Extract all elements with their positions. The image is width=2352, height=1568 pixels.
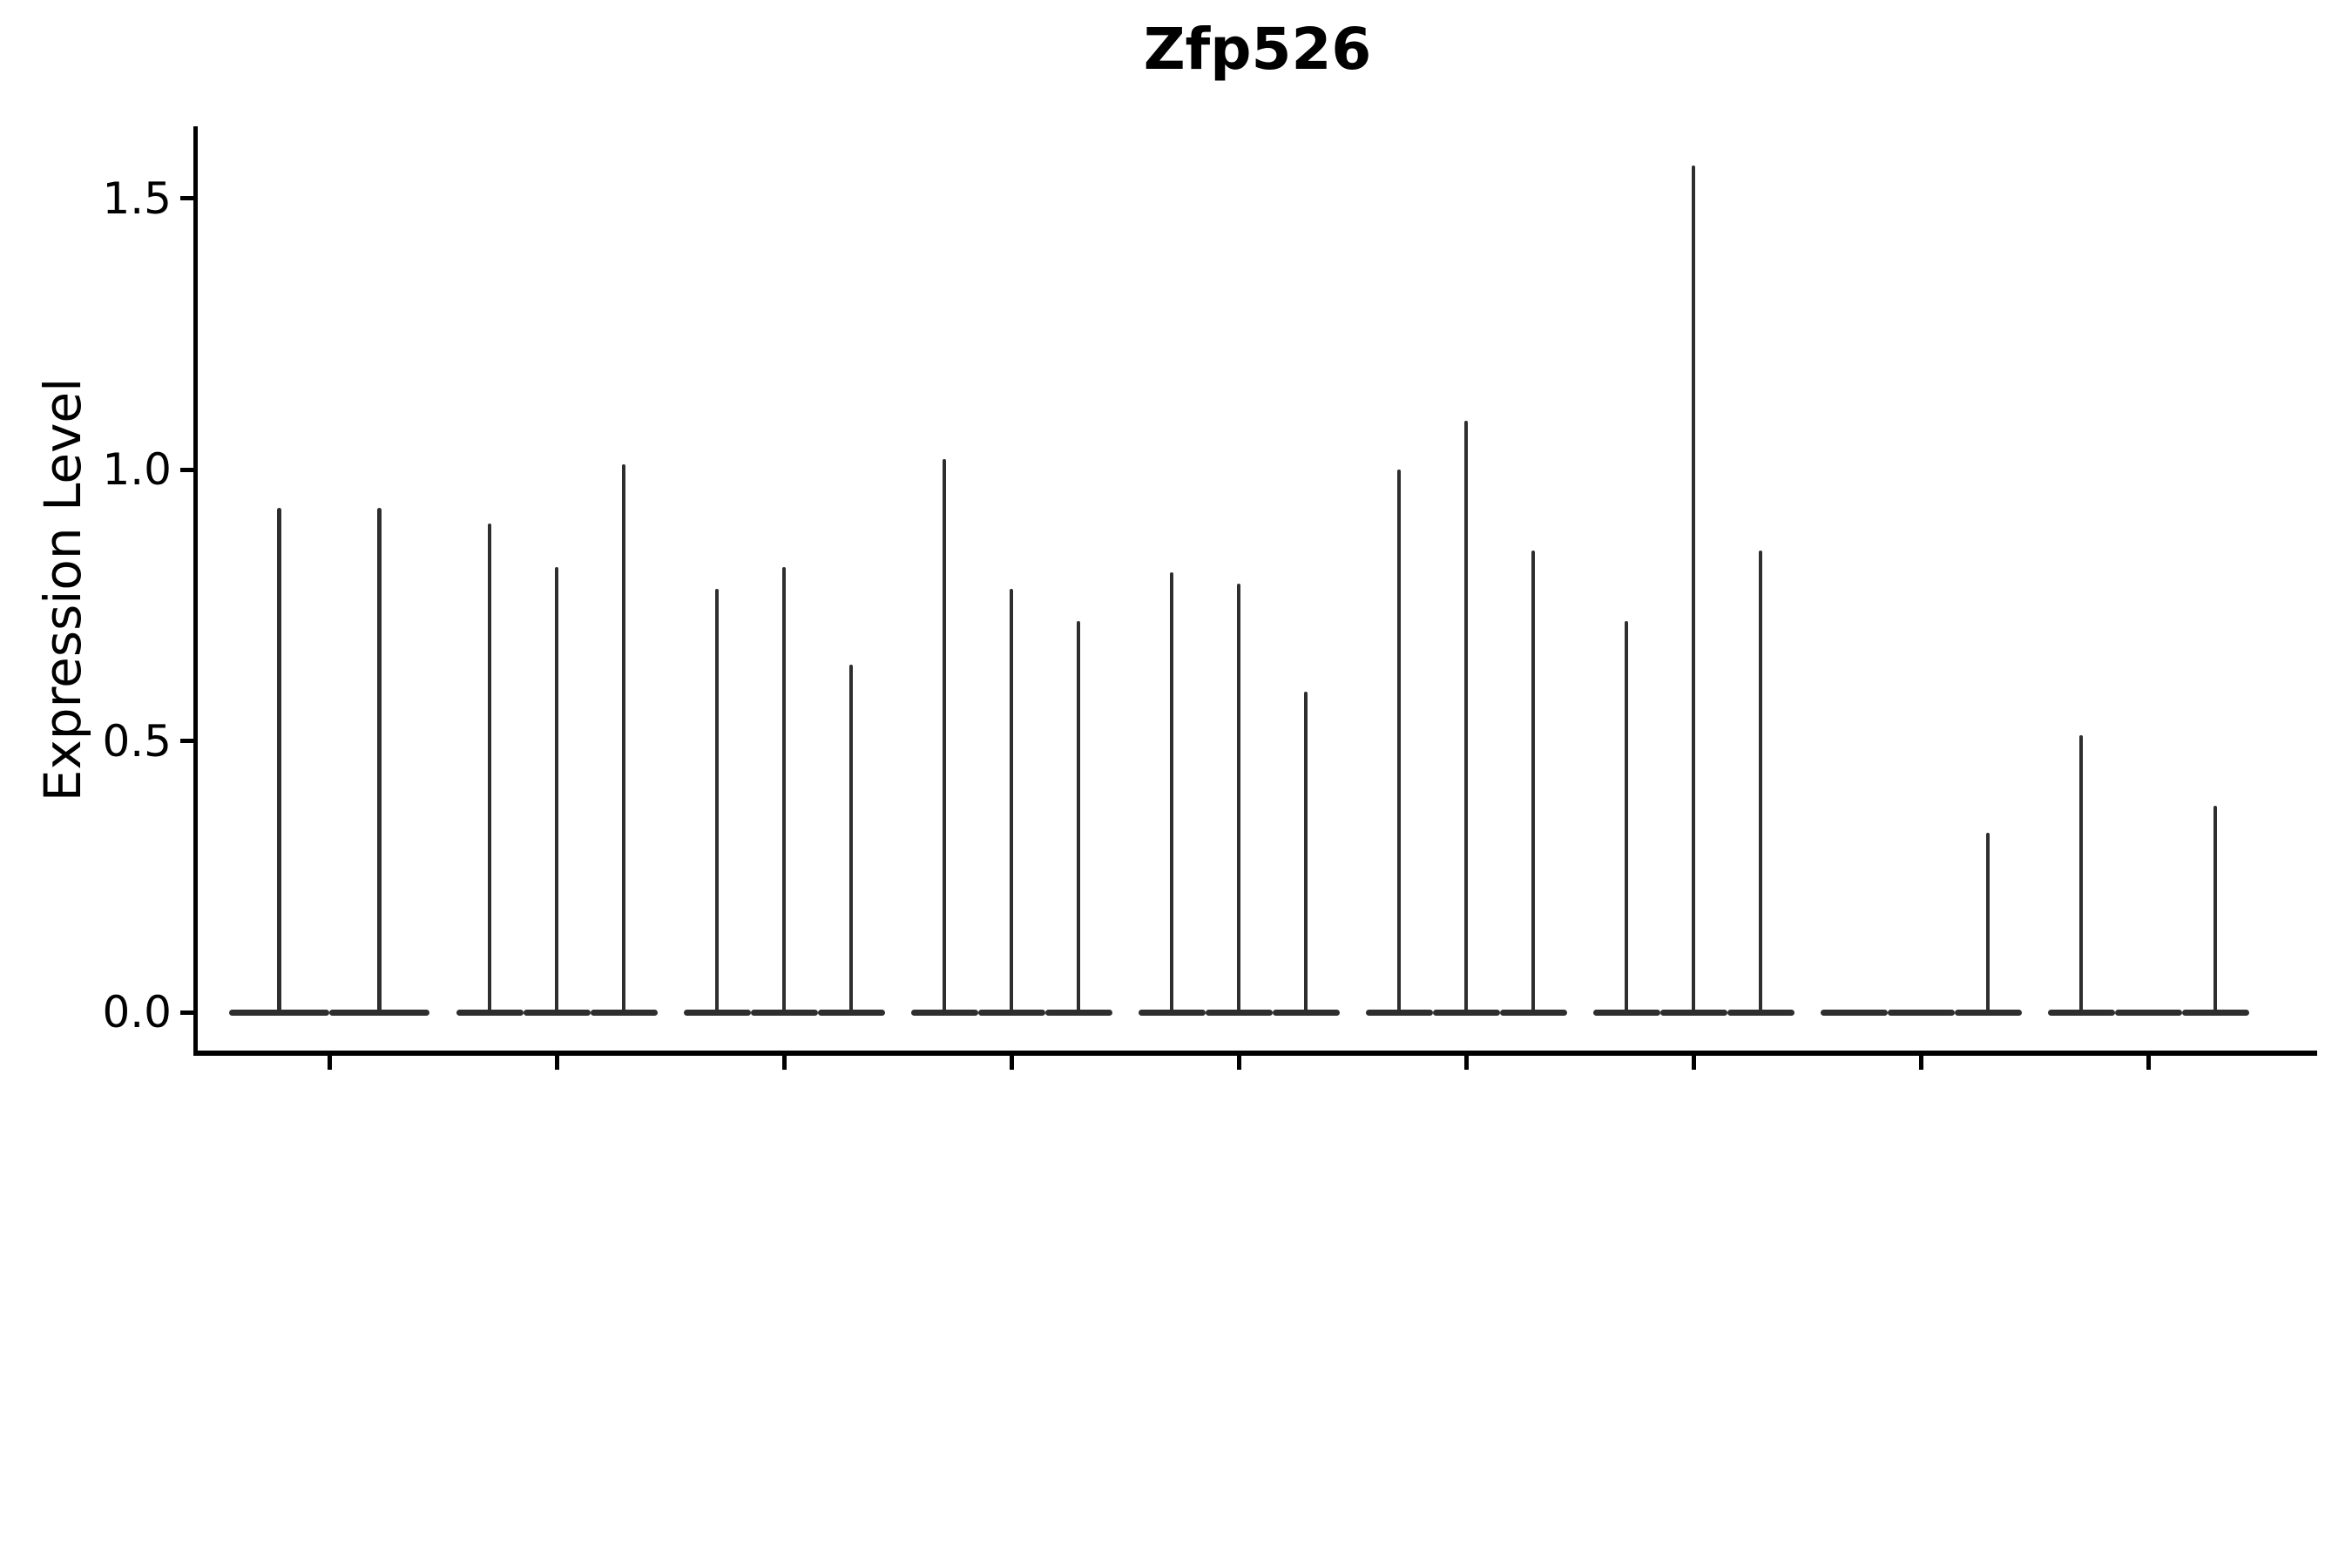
violin-base	[1592, 1009, 1660, 1016]
x-tick-mark	[1691, 1056, 1696, 1070]
violin-max-spike	[1691, 166, 1696, 1012]
y-tick-mark	[180, 739, 193, 743]
violin-max-spike	[1985, 833, 1990, 1012]
y-tick-mark	[180, 467, 193, 472]
y-tick-label: 0.0	[102, 987, 172, 1037]
violin-max-spike	[377, 507, 382, 1012]
violin-base	[1499, 1009, 1567, 1016]
violin-max-spike	[1236, 583, 1241, 1012]
violin-base	[1272, 1009, 1340, 1016]
x-tick-mark	[554, 1056, 559, 1070]
violin-base	[2181, 1009, 2249, 1016]
violin-base	[1659, 1009, 1727, 1016]
violin-max-spike	[714, 589, 720, 1012]
violin-max-spike	[621, 463, 626, 1012]
violin-base	[817, 1009, 885, 1016]
x-tick-mark	[1009, 1056, 1014, 1070]
violin-base	[523, 1009, 591, 1016]
x-tick-mark	[1918, 1056, 1923, 1070]
x-axis-spine	[193, 1051, 2317, 1056]
violin-max-spike	[1463, 420, 1469, 1012]
x-tick-mark	[1463, 1056, 1469, 1070]
y-axis-spine	[193, 126, 198, 1056]
violin-base	[750, 1009, 818, 1016]
violin-max-spike	[1531, 551, 1536, 1012]
plot-title: Zfp526	[1143, 16, 1372, 83]
x-tick-mark	[1236, 1056, 1241, 1070]
violin-base	[2114, 1009, 2182, 1016]
violin-base	[1727, 1009, 1794, 1016]
violin-base	[977, 1009, 1045, 1016]
violin-base	[1954, 1009, 2022, 1016]
violin-max-spike	[942, 458, 947, 1012]
violin-base	[329, 1009, 429, 1016]
y-tick-label: 1.5	[102, 172, 172, 224]
y-tick-label: 1.0	[102, 444, 172, 495]
violin-max-spike	[487, 524, 492, 1012]
violin-max-spike	[1169, 572, 1174, 1012]
violin-max-spike	[554, 567, 559, 1012]
violin-max-spike	[1624, 621, 1629, 1012]
violin-base	[1138, 1009, 1206, 1016]
violin-max-spike	[781, 567, 787, 1012]
violin-max-spike	[1009, 589, 1014, 1012]
violin-base	[2047, 1009, 2115, 1016]
x-tick-mark	[2146, 1056, 2151, 1070]
violin-max-spike	[2078, 735, 2084, 1012]
violin-base	[590, 1009, 658, 1016]
violin-base	[1044, 1009, 1112, 1016]
violin-base	[1365, 1009, 1433, 1016]
violin-base	[1820, 1009, 1888, 1016]
violin-base	[456, 1009, 524, 1016]
violin-max-spike	[848, 665, 854, 1012]
violin-max-spike	[1303, 692, 1308, 1012]
y-tick-mark	[180, 1010, 193, 1015]
y-tick-label: 0.5	[102, 715, 172, 767]
x-tick-mark	[781, 1056, 787, 1070]
violin-base	[683, 1009, 751, 1016]
violin-base	[229, 1009, 329, 1016]
violin-max-spike	[2213, 806, 2218, 1012]
violin-base	[1887, 1009, 1955, 1016]
violin-base	[910, 1009, 978, 1016]
violin-base	[1205, 1009, 1273, 1016]
y-tick-mark	[180, 196, 193, 200]
violin-max-spike	[277, 507, 281, 1012]
violin-base	[1432, 1009, 1500, 1016]
violin-max-spike	[1396, 470, 1402, 1012]
violin-max-spike	[1076, 621, 1081, 1012]
x-tick-mark	[327, 1056, 332, 1070]
violin-max-spike	[1758, 551, 1763, 1012]
